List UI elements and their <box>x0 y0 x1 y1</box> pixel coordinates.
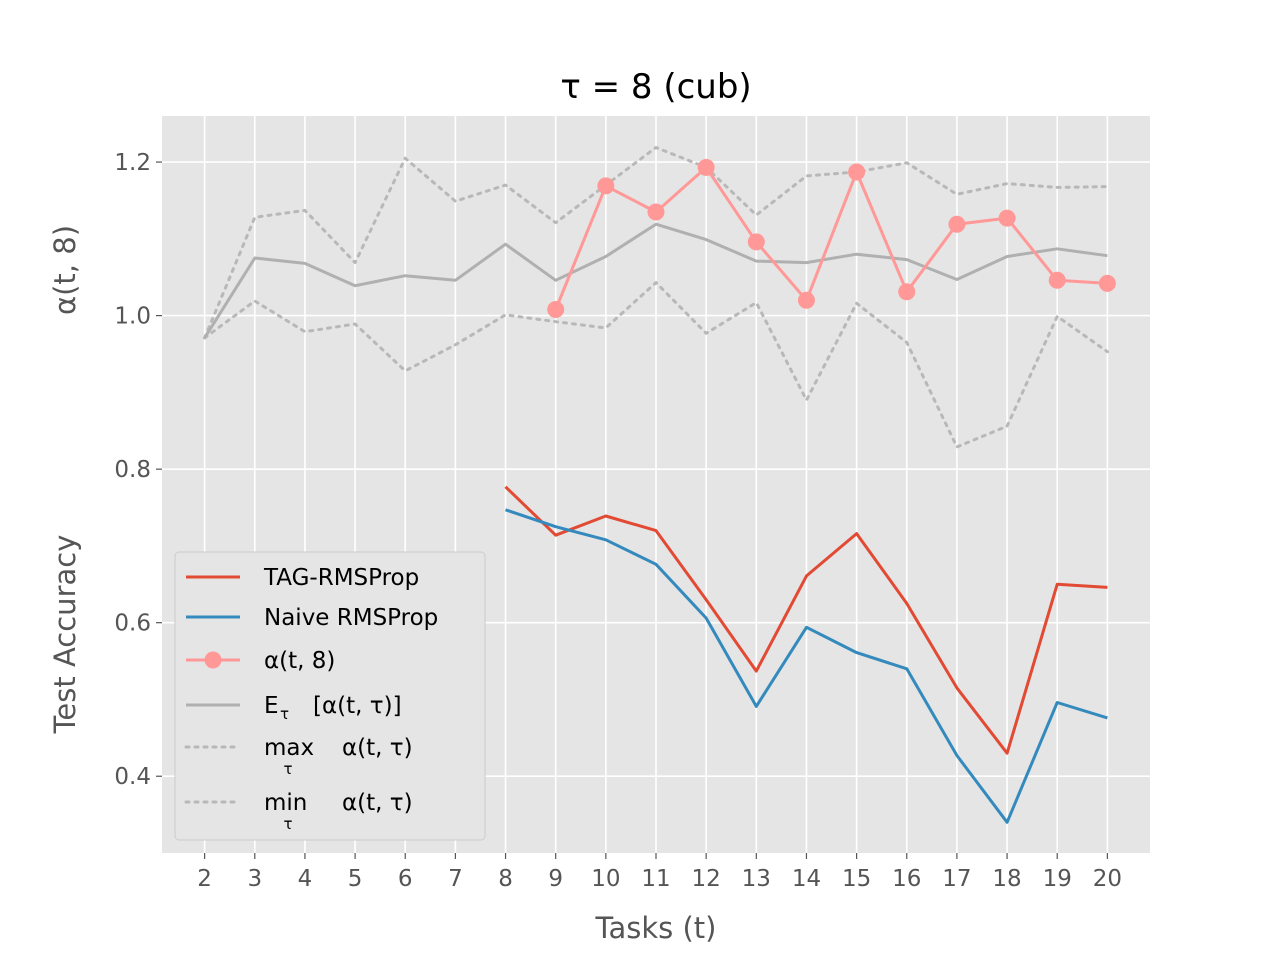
chart-title: τ = 8 (cub) <box>560 67 751 107</box>
x-tick-label: 18 <box>992 866 1021 892</box>
x-tick-label: 13 <box>742 866 771 892</box>
x-tick-label: 16 <box>892 866 921 892</box>
data-point <box>747 233 765 251</box>
legend-label-subscript: τ <box>283 815 292 833</box>
legend-label-subscript: τ <box>280 705 289 723</box>
data-point <box>898 283 916 301</box>
y-axis-label-top: α(t, 8) <box>48 225 82 315</box>
legend-label-rest: α(t, τ) <box>342 735 413 761</box>
x-tick-label: 7 <box>448 866 463 892</box>
data-point <box>597 177 615 195</box>
y-tick-label: 1.2 <box>114 150 151 176</box>
x-tick-label: 6 <box>398 866 413 892</box>
legend-label-rest: α(t, τ) <box>342 790 413 816</box>
x-tick-label: 17 <box>942 866 971 892</box>
series-line-naive-rmsprop <box>505 508 1108 824</box>
legend-box <box>174 551 486 841</box>
legend-label: TAG-RMSProp <box>263 565 419 591</box>
legend-label-subscript: τ <box>283 760 292 778</box>
legend-label: max <box>264 735 314 761</box>
legend-label: E <box>264 693 279 719</box>
y-tick-label: 0.4 <box>114 764 151 790</box>
data-point <box>647 203 665 221</box>
legend-marker <box>204 651 222 669</box>
y-tick-label: 0.6 <box>114 611 151 637</box>
series-line-tag-rmsprop <box>504 485 1108 755</box>
x-tick-label: 20 <box>1093 866 1122 892</box>
grid <box>162 116 1150 853</box>
y-tick-label: 1.0 <box>114 304 151 330</box>
data-point <box>697 158 715 176</box>
legend-label-main: E <box>264 693 279 719</box>
data-point <box>1098 274 1116 292</box>
x-tick-label: 14 <box>792 866 821 892</box>
series-line-min-t <box>203 281 1109 449</box>
x-tick-label: 2 <box>197 866 212 892</box>
x-tick-label: 5 <box>348 866 363 892</box>
data-point <box>797 291 815 309</box>
x-tick-label: 15 <box>842 866 871 892</box>
x-tick-label: 4 <box>298 866 313 892</box>
legend-label: α(t, 8) <box>264 648 335 674</box>
legend: TAG-RMSProp Naive RMSProp α(t, 8) E τ [α(t, τ… <box>174 551 486 841</box>
y-axis-label-bottom: Test Accuracy <box>48 535 82 735</box>
data-point <box>948 215 966 233</box>
data-point <box>1048 271 1066 289</box>
data-point <box>547 300 565 318</box>
legend-label: Naive RMSProp <box>264 605 438 631</box>
x-tick-label: 12 <box>692 866 721 892</box>
x-tick-label: 9 <box>548 866 563 892</box>
tick-labels: 2 3 4 5 6 7 8 9 10 11 12 13 14 15 16 17 18 19 20 0.4 0.6 0.8 1… <box>114 150 1122 892</box>
series-layer <box>203 146 1116 824</box>
x-axis-label: Tasks (t) <box>595 911 717 945</box>
legend-label-main: max <box>264 735 314 761</box>
y-tick-label: 0.8 <box>114 457 151 483</box>
x-tick-label: 10 <box>591 866 620 892</box>
legend-label: min <box>264 790 307 816</box>
legend-label-main: min <box>264 790 307 816</box>
data-point <box>848 163 866 181</box>
series-line-e-t <box>203 222 1108 339</box>
x-tick-label: 3 <box>247 866 262 892</box>
series-line-t-8 <box>554 165 1108 311</box>
x-tick-label: 11 <box>641 866 670 892</box>
data-point <box>998 209 1016 227</box>
x-tick-label: 19 <box>1043 866 1072 892</box>
series-line-max-t <box>203 146 1109 340</box>
x-tick-label: 8 <box>498 866 513 892</box>
legend-label-rest: [α(t, τ)] <box>313 693 402 719</box>
